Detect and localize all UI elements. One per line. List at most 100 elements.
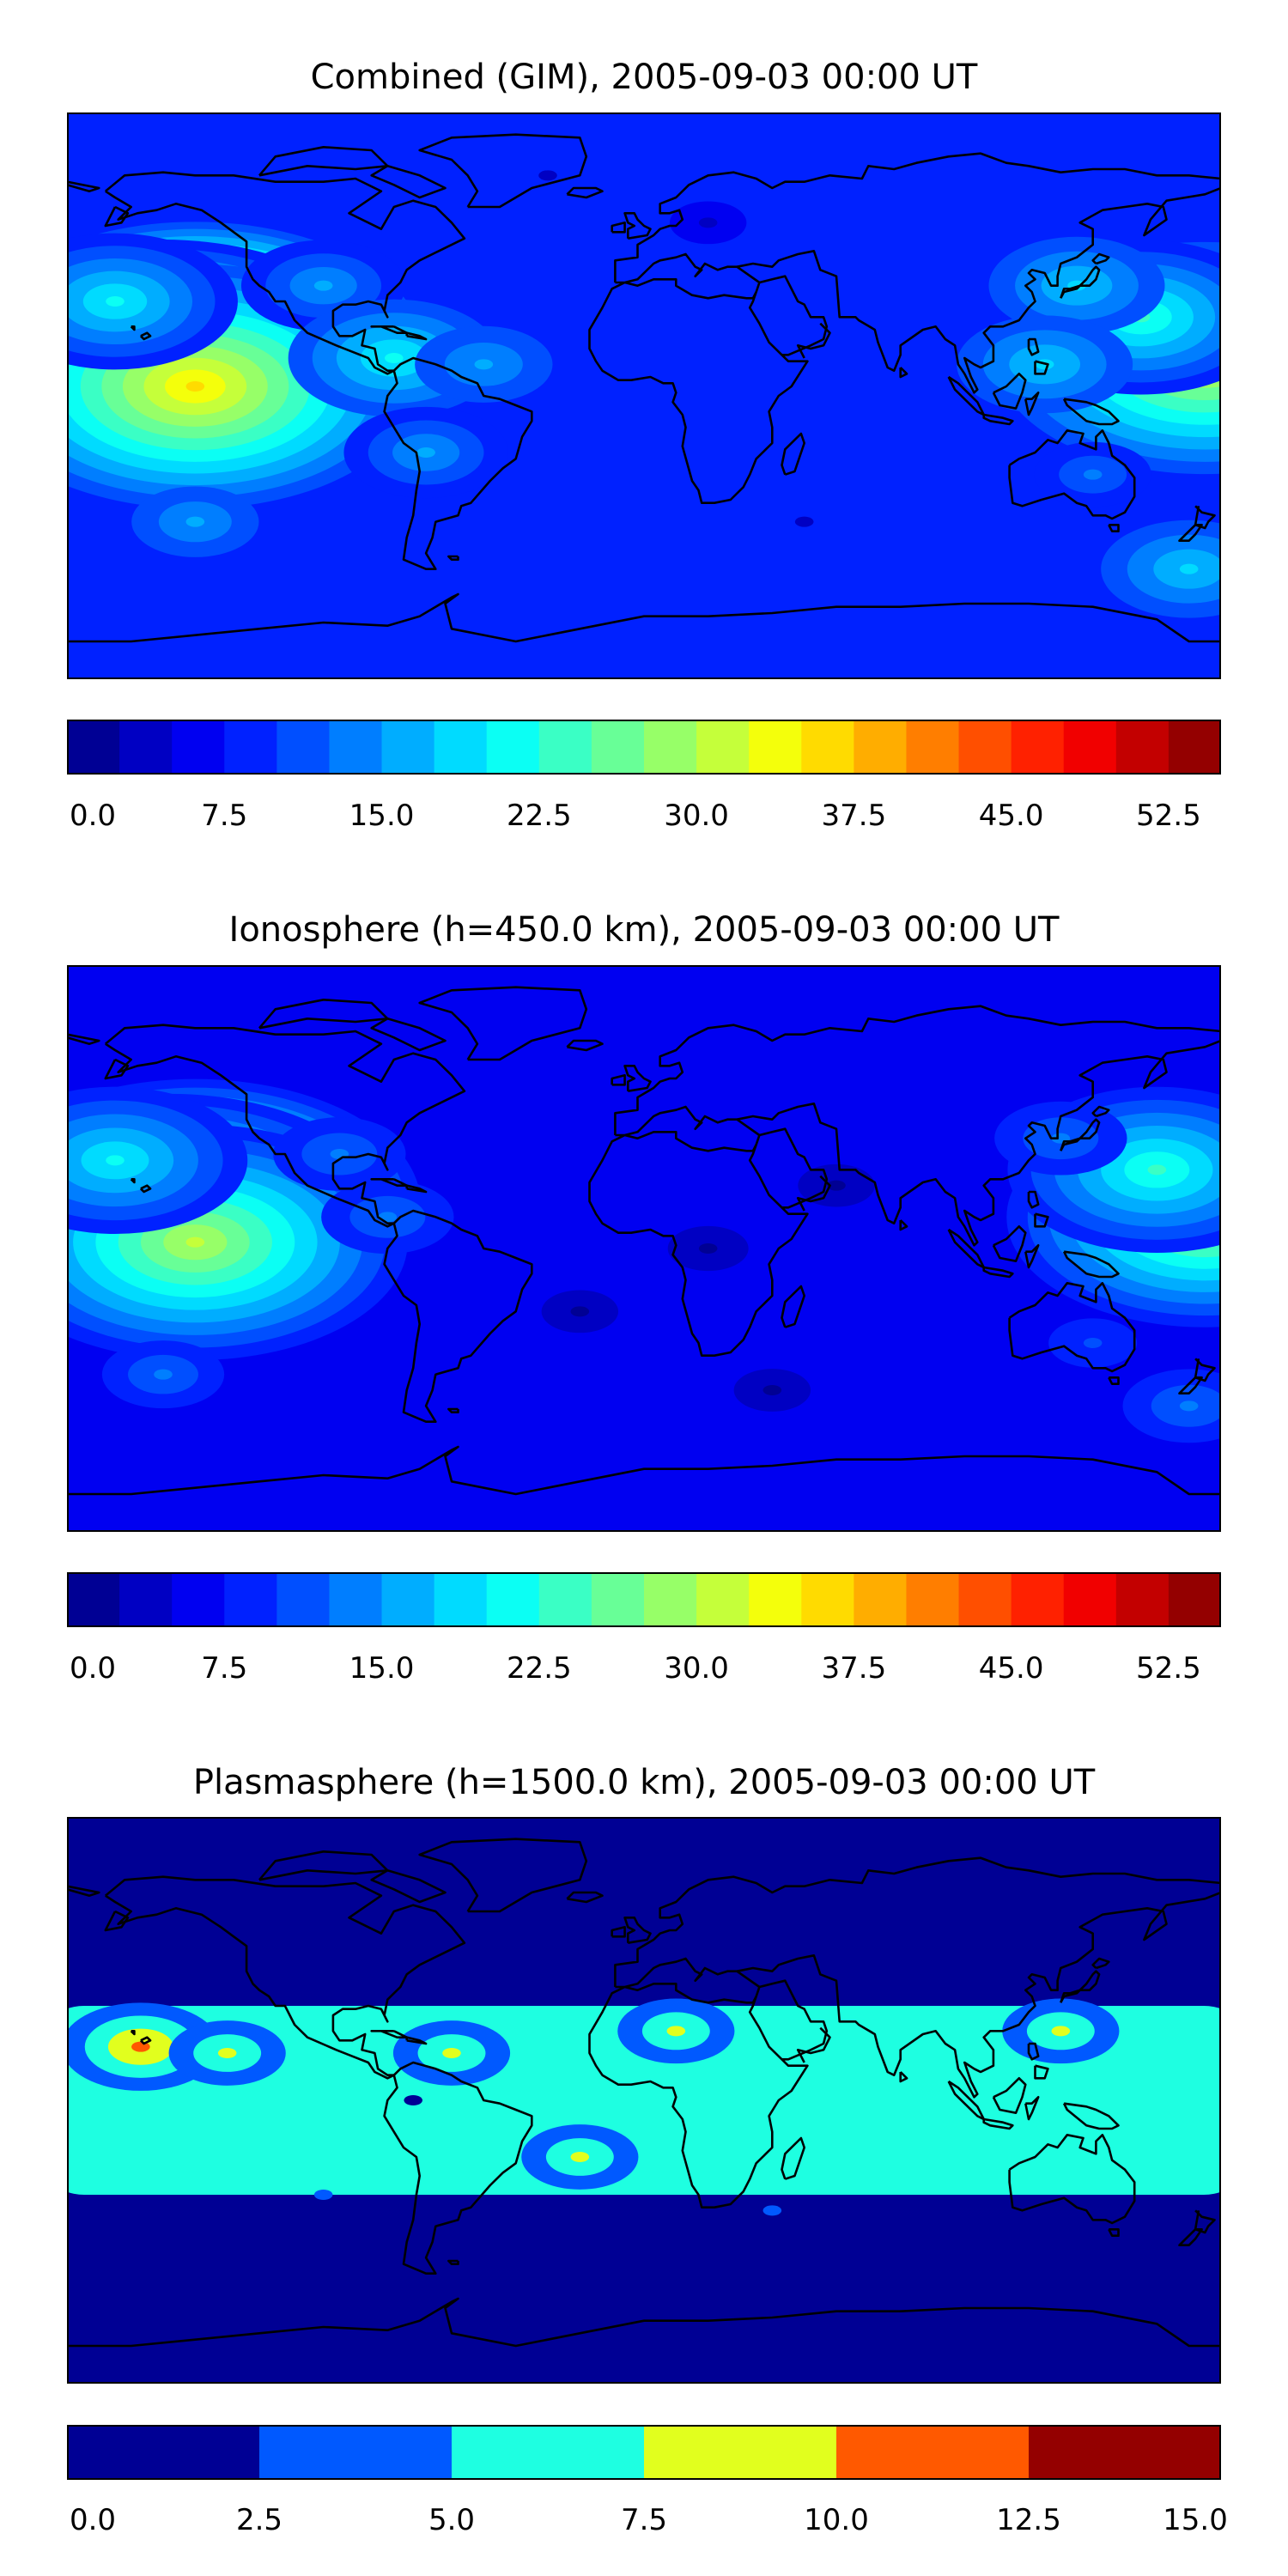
coastline-path — [588, 1957, 829, 2208]
colorbar-swatch — [854, 720, 907, 775]
coastline-path — [1008, 2134, 1136, 2225]
contour-level — [698, 1243, 718, 1254]
contour-level — [570, 1306, 590, 1317]
anomaly-blob — [321, 1180, 454, 1255]
anomaly-blob — [798, 1163, 875, 1207]
coastline-path — [982, 413, 1014, 426]
coastline-path — [104, 1875, 466, 2080]
colorbar-swatch — [644, 720, 697, 775]
coastline-path — [1108, 524, 1120, 532]
coastlines — [67, 1838, 1221, 2348]
colorbar-swatch — [906, 720, 960, 775]
coastline-path — [1024, 2096, 1040, 2121]
coastline-path — [1060, 1970, 1101, 2003]
colorbar-swatch — [486, 720, 540, 775]
coastline-path — [982, 1266, 1014, 1279]
coastline-path — [370, 325, 408, 334]
colorbar-tick-label: 0.0 — [69, 799, 117, 833]
contour-level — [404, 2095, 423, 2105]
coastline-path — [418, 1838, 588, 1913]
chart-title-combined: Combined (GIM), 2005-09-03 00:00 UT — [310, 58, 978, 97]
coastline-path — [67, 1885, 100, 1897]
anomaly-blob — [538, 170, 557, 181]
coastline-path — [796, 2026, 831, 2063]
coastline-path — [67, 1445, 1221, 1496]
anomaly-blob — [1002, 1998, 1120, 2064]
colorbar-tick-label: 2.5 — [235, 2503, 283, 2537]
contour-level — [185, 381, 205, 392]
anomaly-blob — [617, 1998, 735, 2064]
coastline-path — [418, 133, 588, 209]
anomaly-blob — [343, 406, 508, 499]
colorbar-swatch — [591, 1572, 645, 1627]
coastline-path — [1062, 398, 1120, 426]
coastline-path — [447, 1407, 459, 1413]
colorbar-swatch — [276, 1572, 330, 1627]
coastline-path — [1060, 265, 1101, 299]
colorbar-swatch — [1168, 720, 1222, 775]
colorbar-swatch — [1011, 720, 1065, 775]
colorbar-swatch — [329, 1572, 383, 1627]
map-frame — [67, 112, 1221, 679]
colorbar-tick-label: 7.5 — [201, 799, 248, 833]
contour-level — [185, 1236, 205, 1248]
colorbar-swatch — [836, 2425, 1030, 2480]
colorbar-swatch — [1063, 720, 1117, 775]
coastline-path — [1034, 360, 1049, 375]
colorbar-swatch — [696, 1572, 750, 1627]
coastline-path — [258, 146, 389, 177]
coastline-path — [104, 205, 130, 228]
contour-level — [666, 2026, 686, 2037]
colorbar-swatch — [801, 720, 854, 775]
anomaly-blob — [1101, 519, 1221, 618]
colorbar-tick-label: 15.0 — [349, 1651, 415, 1686]
coastline-path — [781, 1285, 805, 1328]
coastline-path — [588, 1105, 829, 1357]
anomaly-blob — [67, 1086, 248, 1235]
coastline-path — [623, 1917, 652, 1944]
ionosphere-colorbar — [67, 1572, 1222, 1627]
coastline-path — [781, 432, 805, 476]
contour-level — [762, 2205, 782, 2216]
coastline-path — [447, 2259, 459, 2265]
anomaly-blob — [1034, 441, 1151, 507]
coastline-path — [614, 1005, 1221, 1247]
coastline-path — [1178, 2228, 1203, 2246]
coastline-path — [1024, 1244, 1040, 1269]
contour-level — [794, 516, 814, 527]
colorbar-tick-label: 30.0 — [664, 1651, 729, 1686]
map-svg — [67, 112, 1221, 679]
coastline-path — [104, 1058, 130, 1080]
anomaly-blob — [131, 486, 259, 557]
coastlines — [67, 133, 1221, 643]
colorbar-swatch — [591, 720, 645, 775]
anomaly-blob — [168, 2020, 286, 2086]
coastline-path — [370, 1178, 408, 1187]
combined-colorbar-ticks: 0.0 7.5 15.0 22.5 30.0 37.5 45.0 52.5 — [67, 797, 1221, 835]
coastline-path — [992, 1225, 1027, 1262]
coastline-path — [139, 331, 152, 341]
ionosphere-colorbar-ticks: 0.0 7.5 15.0 22.5 30.0 37.5 45.0 52.5 — [67, 1649, 1221, 1687]
plasmasphere-colorbar-ticks: 0.0 2.5 5.0 7.5 10.0 12.5 15.0 — [67, 2501, 1228, 2539]
contour-level — [106, 296, 125, 307]
coastline-path — [104, 171, 466, 375]
contour-level — [698, 217, 718, 228]
colorbar-tick-label: 37.5 — [821, 799, 887, 833]
coastline-path — [1178, 524, 1203, 542]
coastline-path — [1027, 1190, 1040, 1209]
coastline-path — [130, 1178, 136, 1184]
map-svg — [67, 965, 1221, 1532]
coastline-path — [1034, 1212, 1049, 1228]
coastline-path — [614, 152, 1221, 394]
colorbar-tick-label: 7.5 — [620, 2503, 668, 2537]
contour-level — [827, 1180, 846, 1191]
colorbar-swatch — [906, 1572, 960, 1627]
coastline-path — [139, 1184, 152, 1194]
anomaly-blob — [994, 1101, 1127, 1176]
contour-level — [313, 2190, 333, 2200]
coastline-path — [623, 1065, 652, 1092]
coastline-path — [566, 1891, 604, 1904]
coastline-path — [611, 1074, 626, 1086]
contour-level — [1147, 1164, 1167, 1176]
colorbar-swatch — [119, 1572, 173, 1627]
